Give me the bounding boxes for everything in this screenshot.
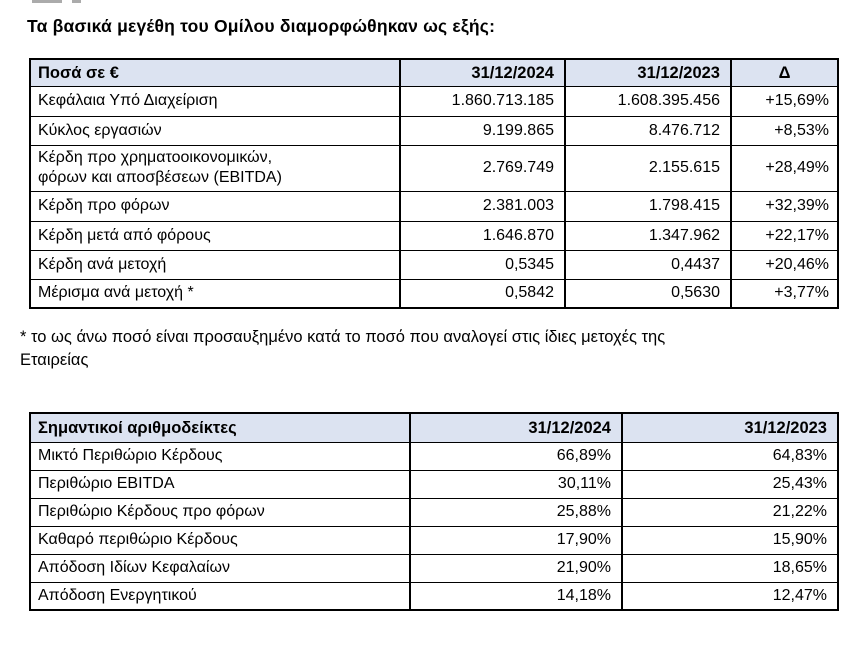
- column-header-2023: 31/12/2023: [564, 58, 732, 87]
- table-row: Κέρδη προ φόρων 2.381.003 1.798.415 +32,…: [29, 190, 839, 222]
- row-label-line1: Κέρδη προ χρηματοοικονομικών,: [38, 149, 273, 166]
- table-row: Απόδοση Ενεργητικού 14,18% 12,47%: [29, 581, 839, 611]
- table-row: Μέρισμα ανά μετοχή * 0,5842 0,5630 +3,77…: [29, 278, 839, 309]
- footnote-line1: * το ως άνω ποσό είναι προσαυξημένο κατά…: [20, 328, 666, 346]
- row-label: Κεφάλαια Υπό Διαχείριση: [29, 85, 401, 117]
- column-header-ratios: Σημαντικοί αριθμοδείκτες: [29, 412, 411, 443]
- value-2024: 25,88%: [409, 497, 623, 527]
- row-label: Περιθώριο EBITDA: [29, 469, 411, 499]
- value-2023: 25,43%: [621, 469, 839, 499]
- row-label-line2: φόρων και αποσβέσεων (EBITDA): [38, 169, 282, 186]
- value-2024: 1.860.713.185: [399, 85, 566, 117]
- table-row: Μικτό Περιθώριο Κέρδους 66,89% 64,83%: [29, 441, 839, 471]
- value-2023: 1.798.415: [564, 190, 732, 222]
- row-label: Περιθώριο Κέρδους προ φόρων: [29, 497, 411, 527]
- footnote-line2: Εταιρείας: [20, 350, 89, 369]
- table-row: Απόδοση Ιδίων Κεφαλαίων 21,90% 18,65%: [29, 553, 839, 583]
- key-figures-table: Ποσά σε € 31/12/2024 31/12/2023 Δ Κεφάλα…: [29, 58, 839, 309]
- value-2023: 15,90%: [621, 525, 839, 555]
- value-delta: +28,49%: [730, 144, 839, 192]
- value-2023: 0,4437: [564, 249, 732, 280]
- value-2024: 14,18%: [409, 581, 623, 611]
- page-edge-artifact: [32, 0, 62, 3]
- value-2024: 66,89%: [409, 441, 623, 471]
- value-2023: 1.608.395.456: [564, 85, 732, 117]
- column-header-2024: 31/12/2024: [409, 412, 623, 443]
- value-2023: 8.476.712: [564, 115, 732, 146]
- key-figures-header-row: Ποσά σε € 31/12/2024 31/12/2023 Δ: [29, 58, 839, 87]
- table-row: Κέρδη ανά μετοχή 0,5345 0,4437 +20,46%: [29, 249, 839, 280]
- table-row: Περιθώριο EBITDA 30,11% 25,43%: [29, 469, 839, 499]
- value-2023: 64,83%: [621, 441, 839, 471]
- footnote: * το ως άνω ποσό είναι προσαυξημένο κατά…: [20, 326, 850, 371]
- row-label: Κέρδη μετά από φόρους: [29, 220, 401, 251]
- value-2024: 9.199.865: [399, 115, 566, 146]
- value-2023: 1.347.962: [564, 220, 732, 251]
- row-label: Απόδοση Ενεργητικού: [29, 581, 411, 611]
- table-row: Κεφάλαια Υπό Διαχείριση 1.860.713.185 1.…: [29, 85, 839, 117]
- value-2023: 2.155.615: [564, 144, 732, 192]
- value-2024: 17,90%: [409, 525, 623, 555]
- value-2024: 2.769.749: [399, 144, 566, 192]
- value-2023: 0,5630: [564, 278, 732, 309]
- page-edge-artifact: [72, 0, 81, 3]
- value-delta: +15,69%: [730, 85, 839, 117]
- table-row: Κύκλος εργασιών 9.199.865 8.476.712 +8,5…: [29, 115, 839, 146]
- row-label: Κέρδη προ χρηματοοικονομικών, φόρων και …: [29, 144, 401, 192]
- row-label: Μέρισμα ανά μετοχή *: [29, 278, 401, 309]
- value-2024: 1.646.870: [399, 220, 566, 251]
- row-label: Απόδοση Ιδίων Κεφαλαίων: [29, 553, 411, 583]
- table-row: Καθαρό περιθώριο Κέρδους 17,90% 15,90%: [29, 525, 839, 555]
- column-header-2023: 31/12/2023: [621, 412, 839, 443]
- value-2024: 2.381.003: [399, 190, 566, 222]
- value-2024: 0,5842: [399, 278, 566, 309]
- table-row: Κέρδη προ χρηματοοικονομικών, φόρων και …: [29, 144, 839, 192]
- column-header-delta: Δ: [730, 58, 839, 87]
- value-delta: +22,17%: [730, 220, 839, 251]
- page-title: Τα βασικά μεγέθη του Ομίλου διαμορφώθηκα…: [27, 16, 496, 36]
- ratios-table: Σημαντικοί αριθμοδείκτες 31/12/2024 31/1…: [29, 412, 839, 611]
- value-2024: 21,90%: [409, 553, 623, 583]
- value-delta: +8,53%: [730, 115, 839, 146]
- value-2024: 0,5345: [399, 249, 566, 280]
- value-2023: 18,65%: [621, 553, 839, 583]
- column-header-2024: 31/12/2024: [399, 58, 566, 87]
- value-delta: +32,39%: [730, 190, 839, 222]
- value-delta: +3,77%: [730, 278, 839, 309]
- column-header-amounts: Ποσά σε €: [29, 58, 401, 87]
- table-row: Περιθώριο Κέρδους προ φόρων 25,88% 21,22…: [29, 497, 839, 527]
- table-row: Κέρδη μετά από φόρους 1.646.870 1.347.96…: [29, 220, 839, 251]
- row-label: Μικτό Περιθώριο Κέρδους: [29, 441, 411, 471]
- value-2023: 12,47%: [621, 581, 839, 611]
- row-label: Κέρδη προ φόρων: [29, 190, 401, 222]
- value-2023: 21,22%: [621, 497, 839, 527]
- value-delta: +20,46%: [730, 249, 839, 280]
- row-label: Κέρδη ανά μετοχή: [29, 249, 401, 280]
- row-label: Κύκλος εργασιών: [29, 115, 401, 146]
- ratios-header-row: Σημαντικοί αριθμοδείκτες 31/12/2024 31/1…: [29, 412, 839, 443]
- row-label: Καθαρό περιθώριο Κέρδους: [29, 525, 411, 555]
- value-2024: 30,11%: [409, 469, 623, 499]
